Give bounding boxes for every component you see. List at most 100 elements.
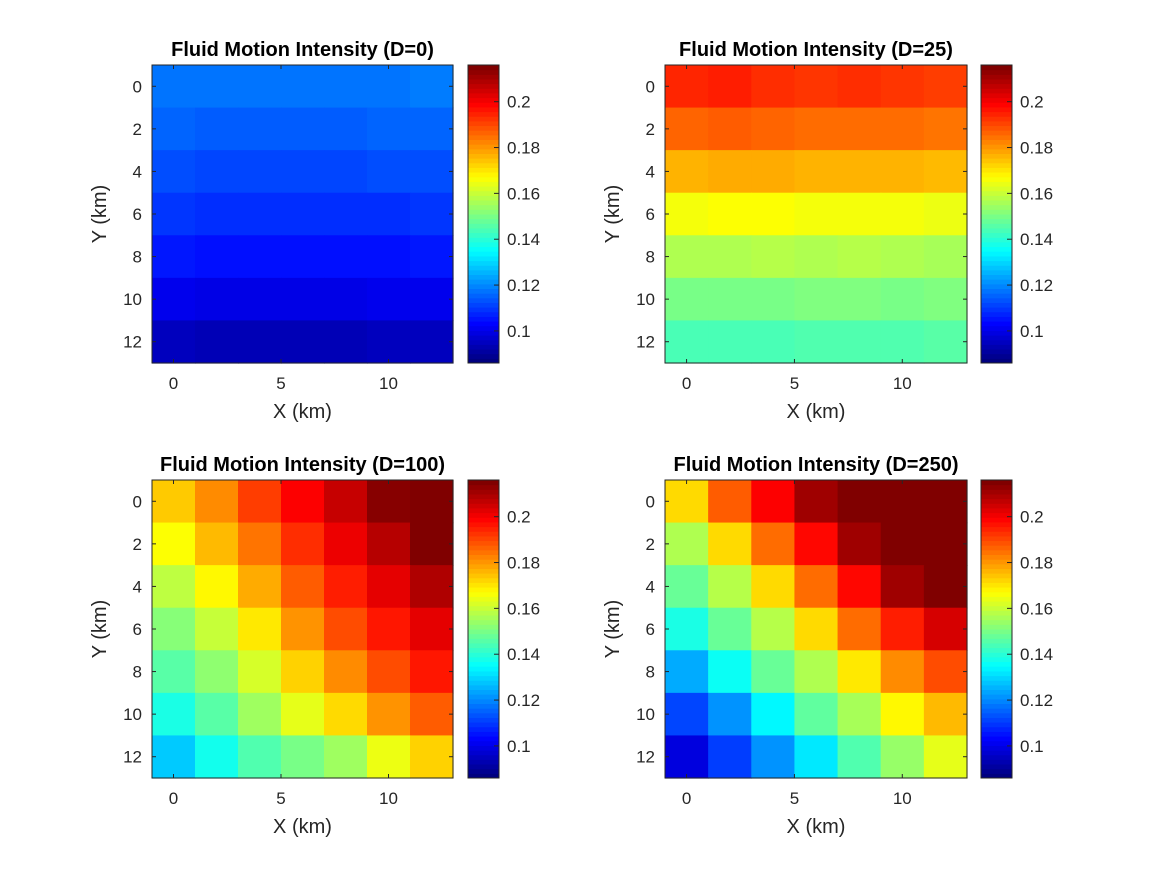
- heatmap-cell: [794, 607, 839, 651]
- colorbar-frame: [980, 64, 1013, 364]
- colorbar-swatch: [981, 227, 1012, 234]
- heatmap-cell: [238, 107, 282, 151]
- colorbar-swatch: [981, 596, 1012, 602]
- heatmap-cell: [794, 735, 839, 779]
- colorbar-swatch: [468, 642, 499, 649]
- heatmap-cell: [367, 607, 411, 651]
- heatmap-cell: [923, 480, 968, 524]
- colorbar-swatch: [468, 358, 499, 364]
- heatmap-cell: [923, 565, 968, 609]
- colorbar-swatch: [981, 69, 1012, 75]
- colorbar-frame: [467, 64, 500, 364]
- colorbar-swatch: [981, 512, 1012, 518]
- heatmap-cell: [880, 320, 925, 364]
- heatmap-cell: [751, 107, 796, 151]
- y-tick-label: 6: [133, 620, 142, 639]
- heatmap-cell: [152, 692, 196, 737]
- colorbar-swatch: [468, 554, 499, 560]
- colorbar-swatch: [468, 307, 499, 313]
- colorbar-tick-label: 0.1: [1020, 737, 1044, 756]
- colorbar-swatch: [468, 116, 499, 122]
- heatmap-cell: [665, 522, 709, 566]
- chart-title: Fluid Motion Intensity (D=0): [171, 39, 434, 61]
- colorbar-swatch: [981, 563, 1012, 569]
- colorbar-swatch: [468, 493, 499, 500]
- x-tick-label: 10: [893, 374, 912, 393]
- colorbar-swatch: [981, 624, 1012, 630]
- heatmap-cell: [880, 607, 925, 651]
- colorbar-swatch: [981, 148, 1012, 154]
- colorbar-swatch: [981, 740, 1012, 746]
- heatmap-cell: [837, 565, 882, 609]
- colorbar-swatch: [981, 153, 1012, 159]
- heatmap-cell: [794, 192, 839, 236]
- colorbar: 0.1 0.12 0.14 0.16 0.18 0.2: [980, 64, 1053, 364]
- y-tick-label: 2: [133, 120, 142, 139]
- colorbar: 0.1 0.12 0.14 0.16 0.18 0.2: [980, 479, 1053, 779]
- heatmap-cell: [880, 192, 925, 236]
- colorbar-swatch: [468, 633, 499, 639]
- heatmap-cell: [837, 692, 882, 737]
- colorbar-swatch: [468, 736, 499, 742]
- heatmap-cell: [923, 692, 968, 737]
- colorbar-swatch: [981, 633, 1012, 639]
- colorbar-swatch: [468, 675, 499, 681]
- colorbar-swatch: [468, 130, 499, 136]
- colorbar-swatch: [981, 717, 1012, 723]
- heatmap-cell: [751, 735, 796, 779]
- colorbar-swatch: [468, 656, 499, 663]
- colorbar-swatch: [468, 139, 499, 145]
- colorbar-swatch: [981, 120, 1012, 127]
- colorbar-swatch: [981, 652, 1012, 658]
- colorbar-swatch: [468, 545, 499, 551]
- heatmap-cell: [410, 735, 454, 779]
- heatmap-cell: [367, 235, 411, 279]
- heatmap-cell: [410, 522, 454, 566]
- colorbar-swatch: [981, 619, 1012, 625]
- colorbar-swatch: [468, 97, 499, 103]
- heatmap-cell: [794, 522, 839, 566]
- colorbar-swatch: [468, 265, 499, 271]
- heatmap-cell: [665, 607, 709, 651]
- heatmap-cell: [152, 107, 196, 151]
- heatmap-cell: [880, 650, 925, 694]
- colorbar-swatch: [981, 349, 1012, 355]
- heatmap-cell: [324, 65, 368, 109]
- colorbar-swatch: [468, 158, 499, 164]
- heatmap-cell: [794, 150, 839, 194]
- colorbar-swatch: [468, 750, 499, 756]
- colorbar-swatch: [981, 526, 1012, 532]
- colorbar-swatch: [468, 349, 499, 355]
- colorbar-swatch: [468, 134, 499, 140]
- heatmap-cell: [152, 735, 196, 779]
- colorbar-swatch: [981, 176, 1012, 182]
- colorbar-swatch: [981, 498, 1012, 504]
- heatmap-cell: [837, 522, 882, 566]
- heatmap-cell: [238, 65, 282, 109]
- heatmap-cell: [324, 107, 368, 151]
- heatmap-cell: [195, 735, 239, 779]
- x-tick-label: 5: [276, 789, 285, 808]
- colorbar-swatch: [468, 78, 499, 85]
- colorbar-swatch: [468, 726, 499, 732]
- heatmap-cell: [794, 277, 839, 322]
- heatmap-cell: [708, 107, 752, 151]
- colorbar-swatch: [981, 666, 1012, 672]
- heatmap-cell: [238, 235, 282, 279]
- heatmap-cell: [665, 320, 709, 364]
- heatmap-cell: [837, 235, 882, 279]
- colorbar-tick-label: 0.2: [507, 93, 531, 112]
- heatmap-cell: [880, 107, 925, 151]
- colorbar-swatch: [981, 251, 1012, 257]
- colorbar-swatch: [468, 480, 499, 486]
- colorbar-swatch: [981, 130, 1012, 136]
- heatmap-cell: [281, 650, 325, 694]
- y-tick-label: 6: [646, 620, 655, 639]
- colorbar-swatch: [981, 545, 1012, 551]
- colorbar-swatch: [981, 288, 1012, 294]
- colorbar-swatch: [468, 120, 499, 127]
- heatmap-cell: [324, 607, 368, 651]
- heatmap-cell: [794, 565, 839, 609]
- heatmap-cell: [923, 607, 968, 651]
- heatmap-cell: [195, 607, 239, 651]
